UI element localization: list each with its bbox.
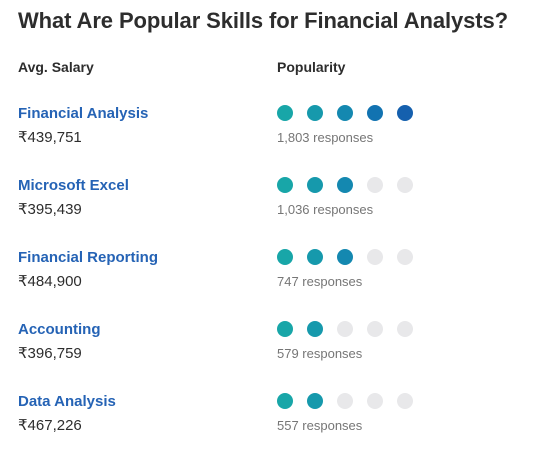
- skill-row-data-analysis: Data Analysis ₹467,226 557 responses: [0, 393, 539, 459]
- skill-row-microsoft-excel: Microsoft Excel ₹395,439 1,036 responses: [0, 177, 539, 243]
- skill-link-accounting[interactable]: Accounting: [18, 321, 101, 338]
- response-count: 747 responses: [277, 274, 363, 289]
- skill-link-financial-analysis[interactable]: Financial Analysis: [18, 105, 149, 122]
- popularity-dot-empty: [397, 249, 413, 265]
- skill-link-microsoft-excel[interactable]: Microsoft Excel: [18, 177, 129, 194]
- response-count: 579 responses: [277, 346, 363, 361]
- skill-salary: ₹439,751: [18, 129, 82, 146]
- response-count: 1,803 responses: [277, 130, 374, 145]
- popularity-dot-empty: [337, 321, 353, 337]
- popularity-dot-filled: [277, 177, 293, 193]
- popularity-rating: [277, 105, 413, 121]
- skill-salary: ₹484,900: [18, 273, 82, 290]
- popularity-dot-empty: [337, 393, 353, 409]
- skill-row-financial-reporting: Financial Reporting ₹484,900 747 respons…: [0, 249, 539, 315]
- popularity-dot-filled: [307, 393, 323, 409]
- skill-salary: ₹467,226: [18, 417, 82, 434]
- popularity-dot-empty: [367, 177, 383, 193]
- response-count: 1,036 responses: [277, 202, 374, 217]
- popularity-dot-filled: [337, 105, 353, 121]
- popularity-dot-empty: [367, 321, 383, 337]
- skill-link-data-analysis[interactable]: Data Analysis: [18, 393, 116, 410]
- skill-row-accounting: Accounting ₹396,759 579 responses: [0, 321, 539, 387]
- popularity-dot-filled: [277, 105, 293, 121]
- popularity-dot-filled: [277, 249, 293, 265]
- response-count: 557 responses: [277, 418, 363, 433]
- popularity-rating: [277, 393, 413, 409]
- popularity-dot-filled: [337, 177, 353, 193]
- popularity-rating: [277, 249, 413, 265]
- skill-salary: ₹395,439: [18, 201, 82, 218]
- salary-column-header: Avg. Salary: [18, 59, 94, 75]
- popularity-dot-empty: [397, 393, 413, 409]
- popularity-dot-filled: [307, 177, 323, 193]
- popularity-dot-filled: [277, 321, 293, 337]
- skill-salary: ₹396,759: [18, 345, 82, 362]
- skill-row-financial-analysis: Financial Analysis ₹439,751 1,803 respon…: [0, 105, 539, 171]
- popularity-dot-filled: [397, 105, 413, 121]
- popularity-column-header: Popularity: [277, 59, 346, 75]
- popularity-dot-filled: [307, 321, 323, 337]
- popularity-dot-filled: [307, 249, 323, 265]
- popularity-dot-filled: [277, 393, 293, 409]
- skill-link-financial-reporting[interactable]: Financial Reporting: [18, 249, 159, 266]
- popularity-dot-empty: [367, 393, 383, 409]
- popularity-dot-empty: [397, 321, 413, 337]
- popularity-dot-filled: [367, 105, 383, 121]
- popularity-dot-empty: [367, 249, 383, 265]
- popularity-rating: [277, 321, 413, 337]
- page-title: What Are Popular Skills for Financial An…: [18, 8, 508, 33]
- popularity-dot-filled: [337, 249, 353, 265]
- popularity-rating: [277, 177, 413, 193]
- popularity-dot-filled: [307, 105, 323, 121]
- popularity-dot-empty: [397, 177, 413, 193]
